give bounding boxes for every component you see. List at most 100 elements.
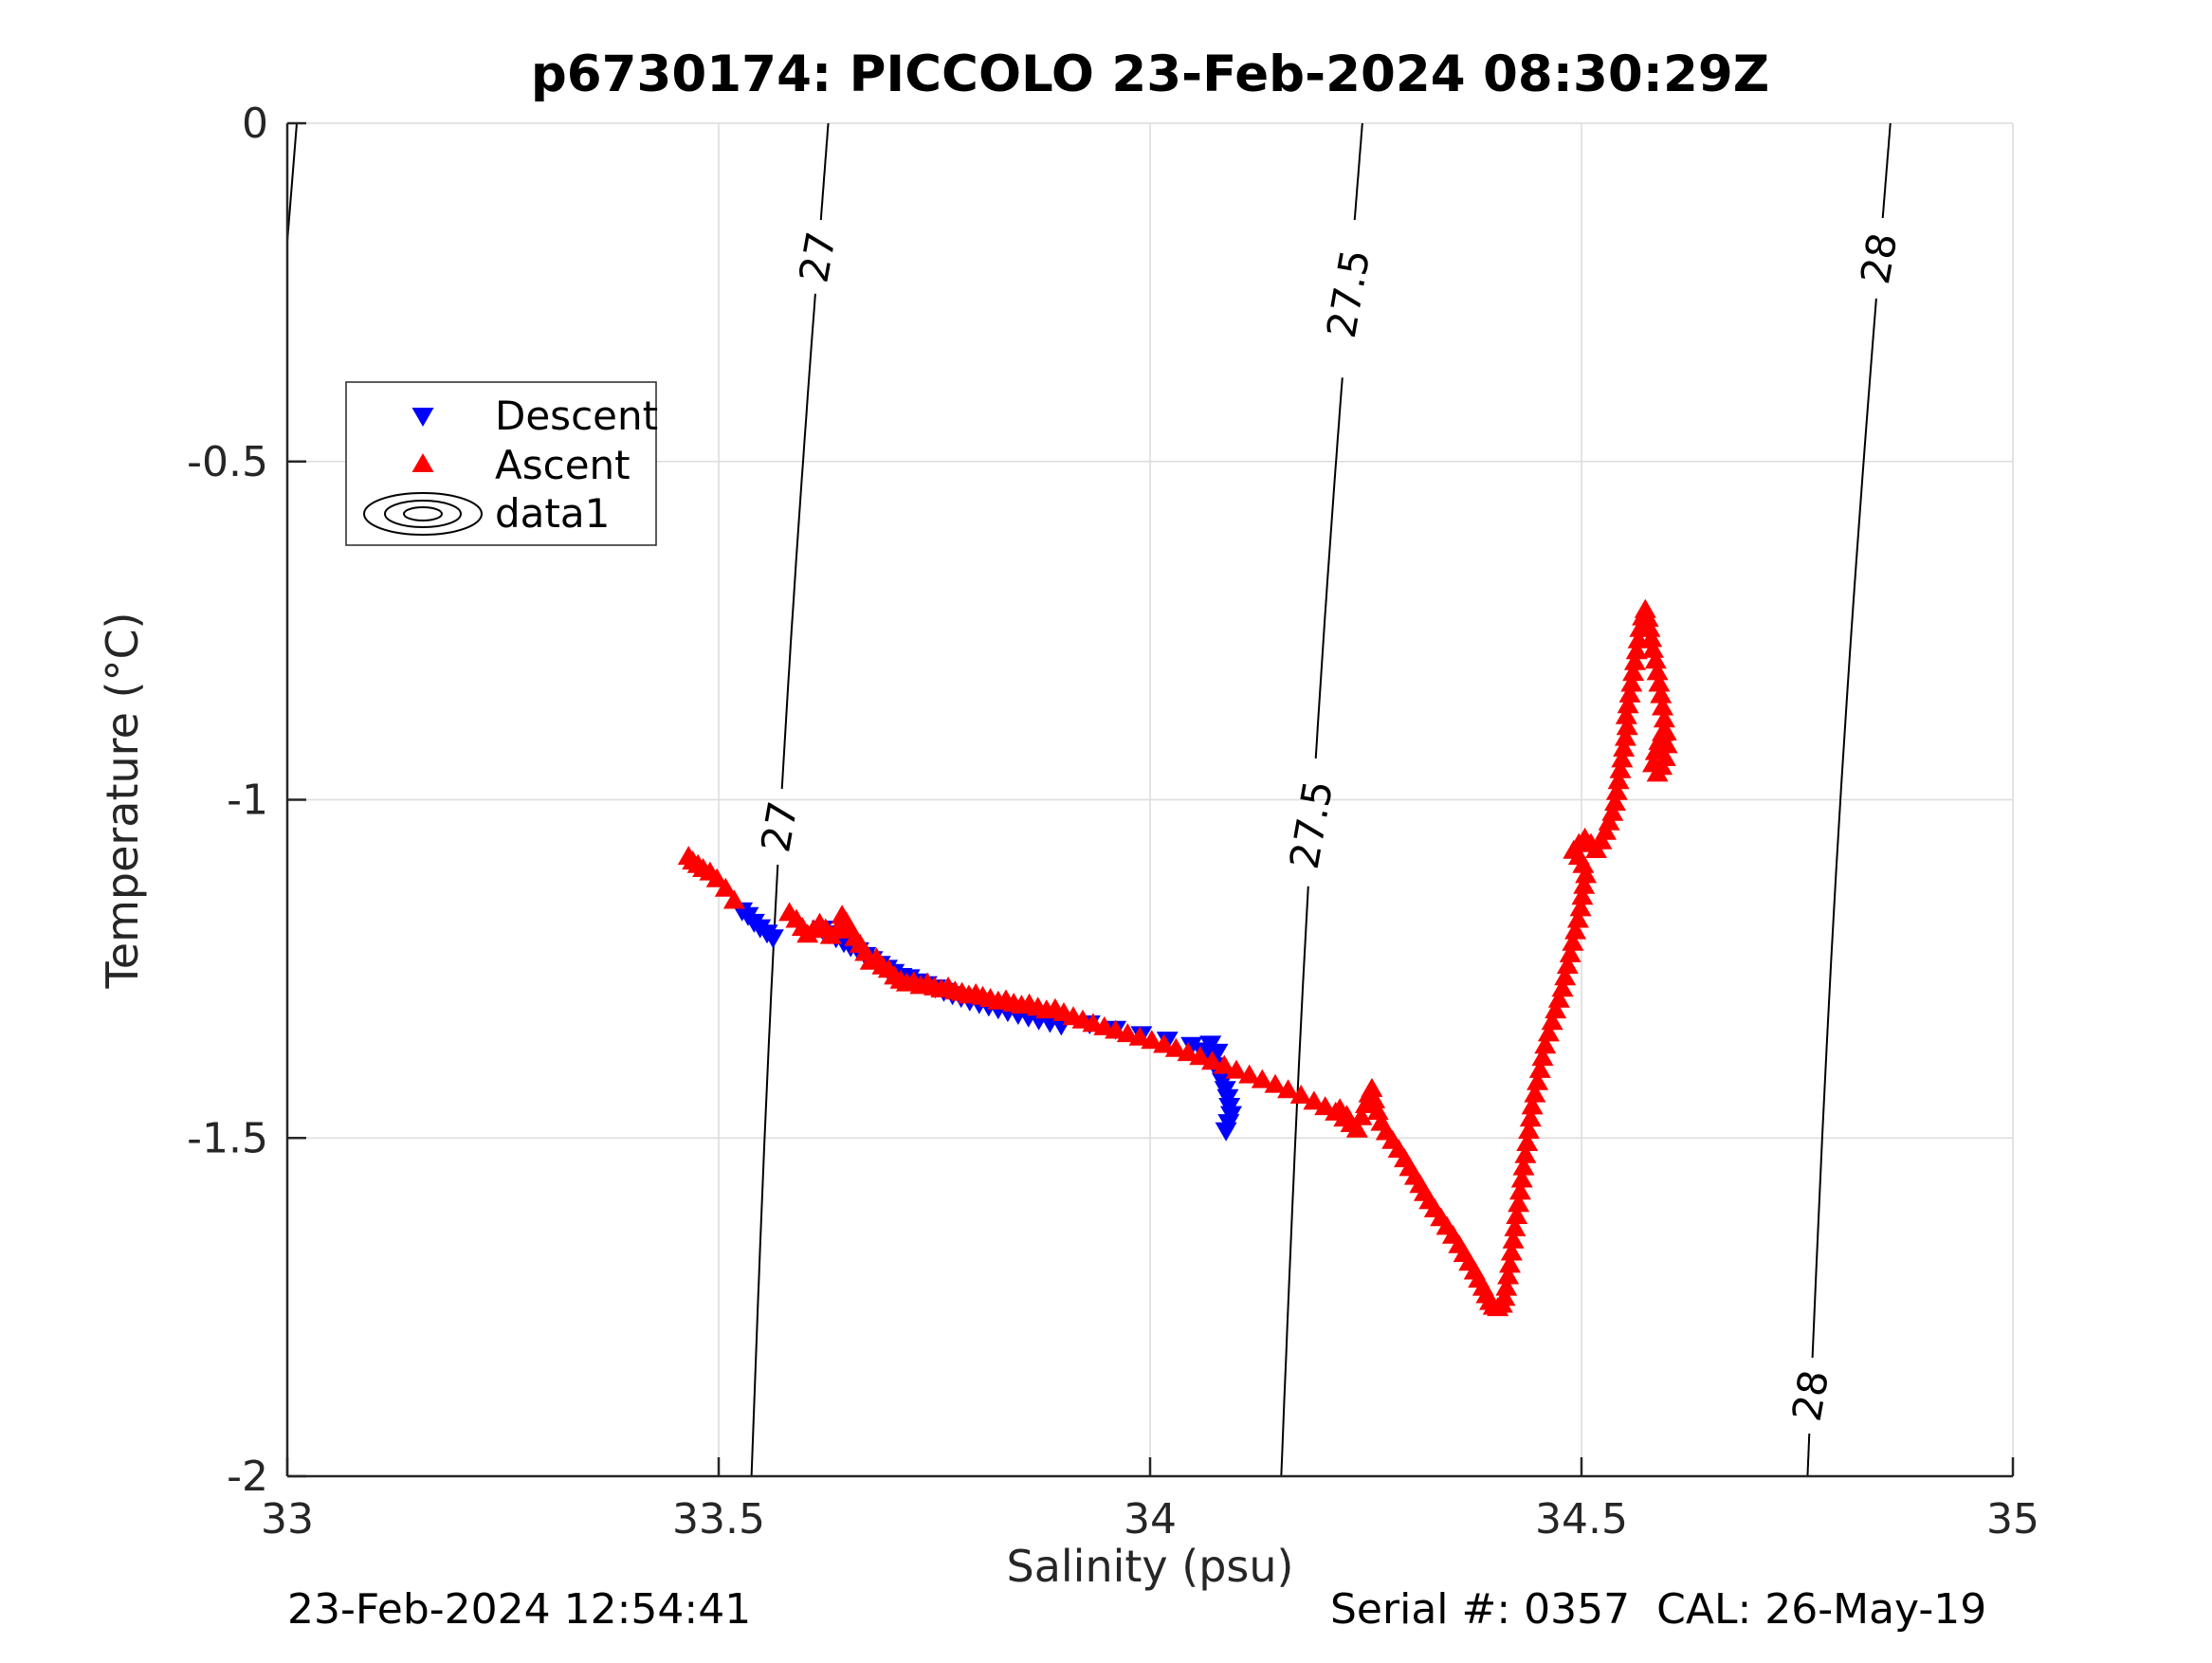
- contour-label-27.5: 27.5: [1281, 777, 1342, 873]
- contour-label-27: 27: [791, 228, 846, 286]
- ascent-marker: [1616, 716, 1638, 736]
- contour-line-28: [1881, 122, 1892, 218]
- ascent-marker: [1636, 608, 1659, 627]
- ascent-marker: [1128, 1026, 1151, 1046]
- contour-line-26.5: [286, 122, 299, 242]
- ascent-marker: [1601, 801, 1624, 821]
- legend-label-ascent: Ascent: [495, 442, 631, 488]
- ascent-marker: [1524, 1083, 1546, 1103]
- contour-line-27.5: [1314, 377, 1344, 759]
- contour-line-27: [819, 122, 830, 221]
- ascent-marker: [1609, 758, 1632, 778]
- ascent-marker: [1531, 1047, 1554, 1067]
- ascent-marker: [1575, 864, 1598, 884]
- x-axis-label: Salinity (psu): [1007, 1541, 1294, 1592]
- ascent-marker: [1537, 1022, 1560, 1042]
- ascent-marker: [1615, 704, 1637, 724]
- ascent-marker: [1551, 978, 1574, 997]
- ascent-marker: [1366, 1101, 1389, 1121]
- contour-label-28: 28: [1852, 229, 1907, 287]
- y-axis-label: Temperature (°C): [97, 612, 148, 989]
- ascent-marker: [1497, 1265, 1520, 1285]
- ascent-marker: [705, 868, 728, 887]
- y-tick-label: -1.5: [187, 1114, 268, 1162]
- contour-label-28: 28: [1783, 1366, 1838, 1424]
- ascent-marker: [1361, 1077, 1383, 1097]
- ascent-marker: [1528, 1058, 1551, 1078]
- ascent-marker: [1141, 1030, 1163, 1050]
- ascent-marker: [1644, 740, 1667, 760]
- ascent-marker: [1569, 897, 1592, 917]
- ascent-marker: [1518, 1120, 1540, 1140]
- ascent-marker: [1105, 1019, 1127, 1039]
- ascent-marker: [1652, 722, 1673, 741]
- ascent-marker: [1506, 1205, 1528, 1224]
- legend-label-descent: Descent: [495, 393, 658, 439]
- triangle-down-icon: [411, 408, 434, 427]
- ascent-marker: [1541, 1011, 1563, 1031]
- tick-labels: 33 33.5 34 34.5 35 0 -0.5 -1 -1.5 -2: [187, 100, 2039, 1544]
- descent-marker: [1180, 1036, 1203, 1056]
- ascent-marker: [1153, 1033, 1176, 1053]
- ascent-marker: [1653, 708, 1675, 728]
- legend-box: [345, 381, 657, 546]
- ascent-marker: [1164, 1037, 1187, 1057]
- ascent-marker: [1526, 1070, 1549, 1090]
- ascent-marker: [1566, 908, 1589, 928]
- contour-line-27: [750, 864, 779, 1477]
- legend-entry-descent: Descent: [411, 393, 658, 439]
- ascent-marker: [1620, 672, 1643, 692]
- ascent-marker: [1116, 1023, 1139, 1043]
- x-tick-label: 33.5: [672, 1495, 765, 1544]
- ascent-marker: [1213, 1054, 1235, 1074]
- ascent-marker: [1618, 683, 1641, 703]
- ascent-marker: [1493, 1287, 1516, 1307]
- ascent-marker: [1502, 1229, 1525, 1249]
- ascent-marker: [1264, 1073, 1287, 1093]
- descent-marker: [1215, 1122, 1237, 1142]
- ascent-marker: [1644, 649, 1667, 669]
- ascent-marker: [1622, 662, 1645, 682]
- x-tick-label: 34: [1124, 1495, 1177, 1544]
- contour-line-27.5: [1280, 886, 1309, 1477]
- ascent-marker: [1573, 874, 1596, 894]
- ascent-marker: [1500, 1241, 1523, 1261]
- scatter-layer: [677, 598, 1678, 1317]
- ascent-marker: [1547, 988, 1570, 1008]
- series-ascent: [677, 598, 1678, 1317]
- x-tick-label: 33: [261, 1495, 314, 1544]
- ascent-marker: [1604, 792, 1626, 812]
- contour-line-27: [780, 293, 816, 790]
- ascent-marker: [1363, 1089, 1386, 1108]
- ascent-marker: [1613, 738, 1636, 757]
- contour-label-27: 27: [752, 797, 807, 855]
- ascent-marker: [1642, 638, 1664, 658]
- ascent-marker: [1652, 696, 1673, 716]
- ascent-marker: [1625, 640, 1648, 660]
- descent-marker: [761, 929, 784, 949]
- legend-entry-ascent: Ascent: [411, 442, 631, 488]
- ascent-marker: [1201, 1051, 1223, 1070]
- ascent-marker: [1251, 1069, 1273, 1088]
- ascent-marker: [1571, 886, 1594, 905]
- contour-label-27.5: 27.5: [1318, 246, 1379, 341]
- ascent-marker: [1607, 770, 1630, 790]
- ascent-marker: [1534, 1034, 1557, 1054]
- contour-ellipses-icon: [363, 492, 483, 536]
- ascent-marker: [1504, 1216, 1526, 1236]
- ascent-marker: [1623, 650, 1646, 670]
- legend-entry-data1: data1: [363, 490, 610, 537]
- ascent-marker: [1514, 1143, 1537, 1163]
- ascent-marker: [1562, 931, 1584, 951]
- triangle-up-icon: [411, 453, 434, 472]
- ascent-marker: [1617, 694, 1639, 714]
- contour-line-28: [1811, 298, 1877, 1359]
- ascent-marker: [1508, 1193, 1530, 1213]
- axes-layer: [285, 121, 2015, 1478]
- ascent-marker: [1605, 780, 1628, 800]
- x-tick-label: 34.5: [1535, 1495, 1628, 1544]
- x-tick-label: 35: [1986, 1495, 2039, 1544]
- grid-layer: [286, 122, 2014, 1477]
- ascent-marker: [1516, 1132, 1539, 1151]
- ascent-marker: [1512, 1156, 1535, 1176]
